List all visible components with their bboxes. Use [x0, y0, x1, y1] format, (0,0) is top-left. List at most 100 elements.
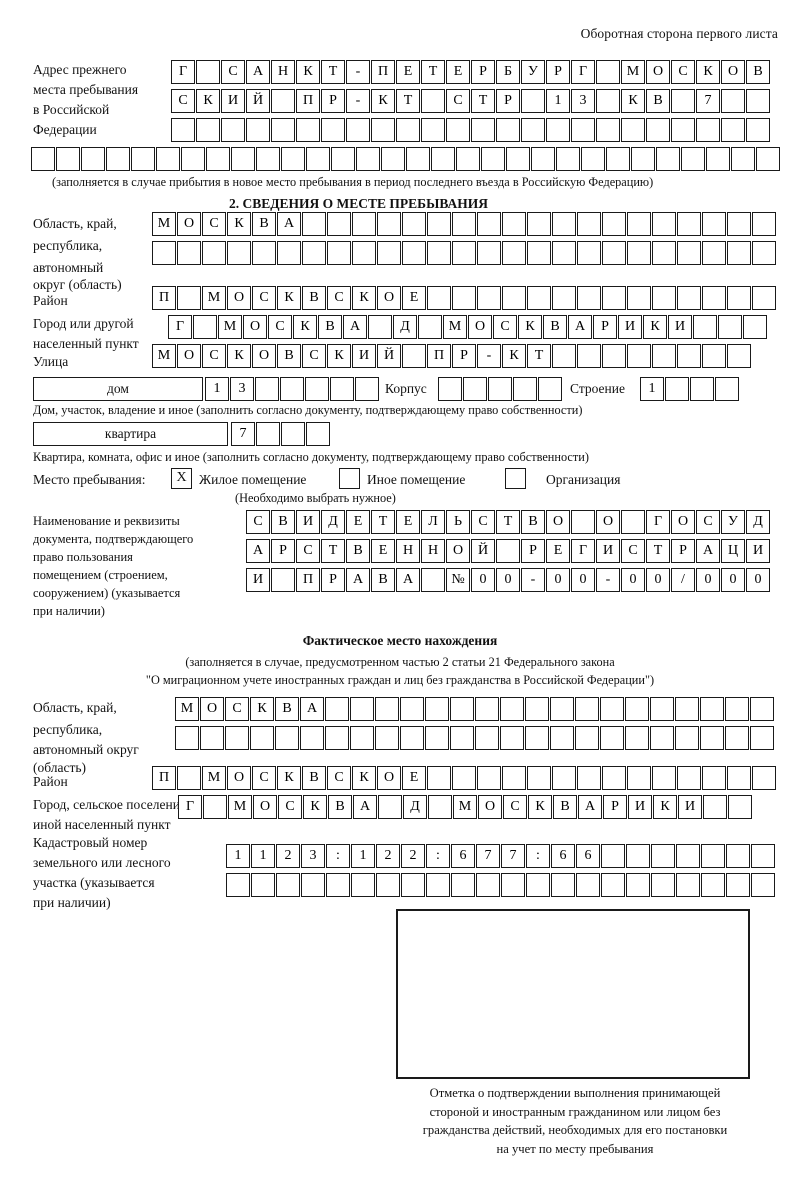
char-cell[interactable] — [552, 286, 576, 310]
char-cell[interactable]: О — [177, 212, 201, 236]
char-cell[interactable] — [731, 147, 755, 171]
char-cell[interactable]: А — [277, 212, 301, 236]
char-cell[interactable]: Д — [746, 510, 770, 534]
char-cell[interactable] — [252, 241, 276, 265]
char-cell[interactable]: 0 — [746, 568, 770, 592]
char-cell[interactable]: У — [521, 60, 545, 84]
char-cell[interactable]: Р — [671, 539, 695, 563]
char-cell[interactable] — [527, 286, 551, 310]
char-cell[interactable] — [256, 147, 280, 171]
char-cell[interactable] — [650, 726, 674, 750]
char-cell[interactable] — [375, 726, 399, 750]
char-cell[interactable]: Т — [496, 510, 520, 534]
char-cell[interactable]: Р — [271, 539, 295, 563]
char-cell[interactable]: В — [271, 510, 295, 534]
char-cell[interactable]: С — [278, 795, 302, 819]
char-cell[interactable] — [281, 422, 305, 446]
char-cell[interactable] — [676, 873, 700, 897]
char-cell[interactable]: М — [621, 60, 645, 84]
char-cell[interactable]: П — [296, 568, 320, 592]
char-cell[interactable] — [696, 118, 720, 142]
char-cell[interactable] — [550, 726, 574, 750]
char-cell[interactable]: В — [318, 315, 342, 339]
char-cell[interactable] — [627, 286, 651, 310]
char-cell[interactable]: 0 — [621, 568, 645, 592]
char-cell[interactable]: П — [152, 766, 176, 790]
stay-place-checkbox-residential[interactable]: X — [171, 468, 192, 489]
char-cell[interactable]: Т — [646, 539, 670, 563]
char-cell[interactable] — [527, 241, 551, 265]
char-cell[interactable]: С — [202, 344, 226, 368]
char-cell[interactable] — [502, 766, 526, 790]
char-cell[interactable] — [276, 873, 300, 897]
char-cell[interactable]: К — [293, 315, 317, 339]
char-cell[interactable]: К — [653, 795, 677, 819]
char-cell[interactable] — [552, 241, 576, 265]
char-cell[interactable] — [651, 844, 675, 868]
char-cell[interactable] — [571, 118, 595, 142]
char-cell[interactable]: О — [646, 60, 670, 84]
char-cell[interactable] — [502, 241, 526, 265]
char-cell[interactable] — [727, 241, 751, 265]
char-cell[interactable] — [721, 118, 745, 142]
char-cell[interactable] — [452, 286, 476, 310]
char-cell[interactable]: О — [227, 766, 251, 790]
char-cell[interactable] — [452, 241, 476, 265]
char-cell[interactable] — [451, 873, 475, 897]
char-cell[interactable] — [226, 873, 250, 897]
char-cell[interactable] — [646, 118, 670, 142]
char-cell[interactable] — [401, 873, 425, 897]
char-cell[interactable] — [368, 315, 392, 339]
char-cell[interactable]: Е — [402, 766, 426, 790]
char-cell[interactable]: Ь — [446, 510, 470, 534]
char-cell[interactable] — [271, 118, 295, 142]
char-cell[interactable] — [381, 147, 405, 171]
char-cell[interactable]: Н — [271, 60, 295, 84]
char-cell[interactable] — [427, 212, 451, 236]
char-cell[interactable]: Й — [246, 89, 270, 113]
char-cell[interactable]: А — [346, 568, 370, 592]
char-cell[interactable]: В — [277, 344, 301, 368]
char-cell[interactable] — [525, 726, 549, 750]
char-cell[interactable]: 0 — [721, 568, 745, 592]
char-cell[interactable] — [375, 697, 399, 721]
char-cell[interactable] — [671, 89, 695, 113]
char-cell[interactable] — [577, 241, 601, 265]
char-cell[interactable] — [551, 873, 575, 897]
char-cell[interactable] — [350, 726, 374, 750]
char-cell[interactable]: О — [596, 510, 620, 534]
char-cell[interactable] — [725, 726, 749, 750]
char-cell[interactable]: М — [202, 766, 226, 790]
char-cell[interactable] — [200, 726, 224, 750]
char-cell[interactable] — [177, 766, 201, 790]
char-cell[interactable] — [300, 726, 324, 750]
char-cell[interactable] — [721, 89, 745, 113]
char-cell[interactable]: О — [478, 795, 502, 819]
char-cell[interactable]: - — [477, 344, 501, 368]
char-cell[interactable] — [196, 118, 220, 142]
previous-address-row-3[interactable] — [171, 118, 771, 142]
char-cell[interactable] — [326, 873, 350, 897]
char-cell[interactable] — [400, 726, 424, 750]
char-cell[interactable] — [177, 286, 201, 310]
char-cell[interactable] — [606, 147, 630, 171]
char-cell[interactable]: С — [503, 795, 527, 819]
char-cell[interactable]: С — [268, 315, 292, 339]
char-cell[interactable]: К — [303, 795, 327, 819]
char-cell[interactable] — [665, 377, 689, 401]
char-cell[interactable]: 1 — [205, 377, 229, 401]
char-cell[interactable] — [428, 795, 452, 819]
char-cell[interactable] — [502, 286, 526, 310]
char-cell[interactable]: : — [426, 844, 450, 868]
char-cell[interactable] — [402, 212, 426, 236]
char-cell[interactable] — [577, 766, 601, 790]
char-cell[interactable] — [677, 344, 701, 368]
char-cell[interactable]: Р — [603, 795, 627, 819]
char-cell[interactable]: К — [371, 89, 395, 113]
char-cell[interactable] — [552, 344, 576, 368]
char-cell[interactable] — [355, 377, 379, 401]
char-cell[interactable]: 1 — [351, 844, 375, 868]
